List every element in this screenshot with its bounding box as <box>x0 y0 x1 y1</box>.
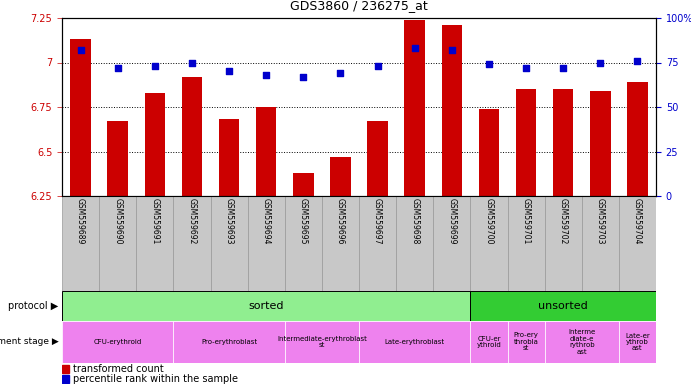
Bar <box>359 196 396 291</box>
Text: Late-er
ythrob
ast: Late-er ythrob ast <box>625 333 650 351</box>
Bar <box>545 196 582 291</box>
Point <box>446 47 457 53</box>
Bar <box>471 321 507 363</box>
Bar <box>442 25 462 196</box>
Bar <box>247 196 285 291</box>
Point <box>223 68 234 74</box>
Text: GSM559700: GSM559700 <box>484 198 493 244</box>
Bar <box>330 157 350 196</box>
Text: CFU-erythroid: CFU-erythroid <box>93 339 142 345</box>
Bar <box>619 196 656 291</box>
Text: Pro-ery
throbla
st: Pro-ery throbla st <box>513 333 538 351</box>
Text: GSM559692: GSM559692 <box>187 198 196 244</box>
Bar <box>396 196 433 291</box>
Text: GSM559701: GSM559701 <box>522 198 531 244</box>
Bar <box>136 196 173 291</box>
Text: GSM559704: GSM559704 <box>633 198 642 244</box>
Text: transformed count: transformed count <box>73 364 164 374</box>
Bar <box>211 196 247 291</box>
Bar <box>144 93 165 196</box>
Point <box>558 65 569 71</box>
Text: GSM559702: GSM559702 <box>559 198 568 244</box>
Bar <box>553 89 574 196</box>
Point <box>372 63 383 69</box>
Bar <box>293 173 314 196</box>
Text: GDS3860 / 236275_at: GDS3860 / 236275_at <box>290 0 428 12</box>
Text: GSM559695: GSM559695 <box>299 198 307 244</box>
Bar <box>471 291 656 321</box>
Text: GSM559696: GSM559696 <box>336 198 345 244</box>
Point <box>112 65 123 71</box>
Bar <box>404 20 425 196</box>
Point <box>187 60 198 66</box>
Point <box>149 63 160 69</box>
Bar <box>619 321 656 363</box>
Bar <box>62 365 69 373</box>
Text: protocol ▶: protocol ▶ <box>8 301 58 311</box>
Point <box>484 61 495 67</box>
Text: GSM559691: GSM559691 <box>151 198 160 244</box>
Bar <box>173 196 211 291</box>
Point <box>409 45 420 51</box>
Bar <box>582 196 619 291</box>
Text: GSM559693: GSM559693 <box>225 198 234 244</box>
Bar <box>182 77 202 196</box>
Bar <box>62 291 471 321</box>
Bar <box>433 196 471 291</box>
Text: GSM559698: GSM559698 <box>410 198 419 244</box>
Bar <box>62 196 99 291</box>
Text: Late-erythroblast: Late-erythroblast <box>385 339 445 345</box>
Text: Pro-erythroblast: Pro-erythroblast <box>201 339 257 345</box>
Bar <box>545 321 619 363</box>
Bar <box>62 321 173 363</box>
Bar <box>471 196 507 291</box>
Text: GSM559694: GSM559694 <box>262 198 271 244</box>
Text: sorted: sorted <box>249 301 284 311</box>
Point <box>261 72 272 78</box>
Bar <box>359 321 471 363</box>
Bar <box>285 321 359 363</box>
Bar <box>516 89 536 196</box>
Text: unsorted: unsorted <box>538 301 588 311</box>
Text: CFU-er
ythroid: CFU-er ythroid <box>477 336 501 348</box>
Point <box>520 65 531 71</box>
Point <box>298 74 309 80</box>
Bar <box>219 119 239 196</box>
Bar <box>62 375 69 383</box>
Text: Interme
diate-e
rythrob
ast: Interme diate-e rythrob ast <box>568 329 596 355</box>
Text: development stage ▶: development stage ▶ <box>0 338 58 346</box>
Text: GSM559690: GSM559690 <box>113 198 122 244</box>
Bar <box>507 196 545 291</box>
Point <box>75 47 86 53</box>
Bar <box>507 321 545 363</box>
Text: GSM559697: GSM559697 <box>373 198 382 244</box>
Bar <box>256 107 276 196</box>
Bar <box>285 196 322 291</box>
Point <box>335 70 346 76</box>
Bar <box>70 40 91 196</box>
Bar <box>590 91 611 196</box>
Point <box>595 60 606 66</box>
Bar <box>108 121 128 196</box>
Bar <box>368 121 388 196</box>
Bar <box>627 82 647 196</box>
Text: GSM559689: GSM559689 <box>76 198 85 244</box>
Text: percentile rank within the sample: percentile rank within the sample <box>73 374 238 384</box>
Text: GSM559699: GSM559699 <box>447 198 456 244</box>
Bar <box>99 196 136 291</box>
Text: Intermediate-erythroblast
st: Intermediate-erythroblast st <box>277 336 367 348</box>
Bar <box>322 196 359 291</box>
Bar <box>173 321 285 363</box>
Bar <box>479 109 499 196</box>
Text: GSM559703: GSM559703 <box>596 198 605 244</box>
Point <box>632 58 643 64</box>
